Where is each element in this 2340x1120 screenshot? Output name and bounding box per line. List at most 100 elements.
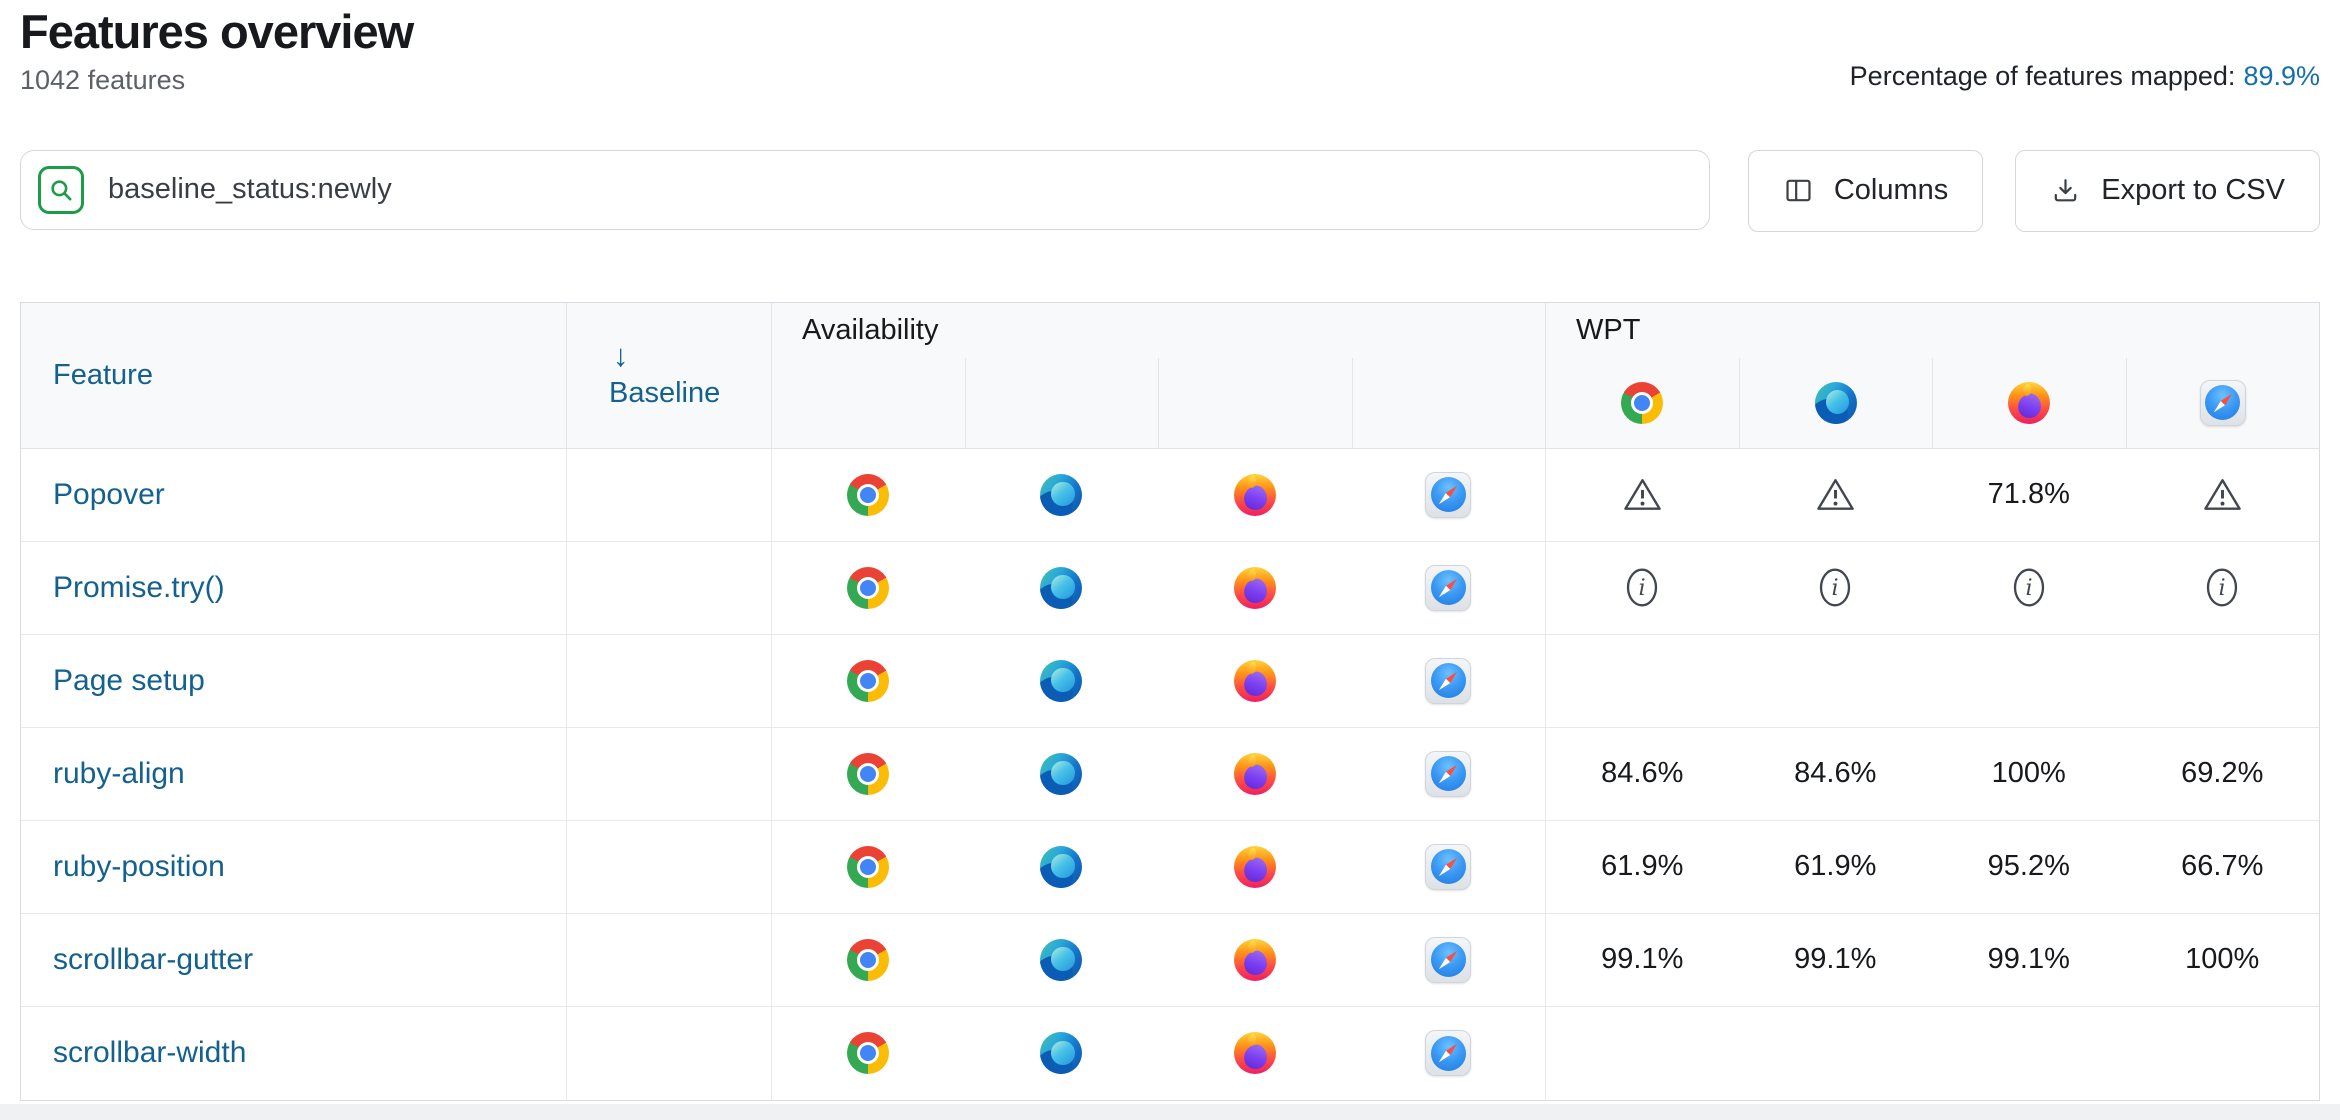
edge-icon bbox=[1040, 938, 1083, 981]
table-row: scrollbar-width bbox=[21, 1006, 2319, 1100]
availability-cell bbox=[1352, 1007, 1546, 1100]
feature-cell: Promise.try() bbox=[21, 542, 566, 634]
export-csv-button[interactable]: Export to CSV bbox=[2015, 149, 2320, 232]
availability-cell bbox=[1158, 821, 1352, 913]
baseline-status-cell bbox=[566, 727, 771, 820]
edge-icon bbox=[1040, 659, 1083, 702]
feature-link[interactable]: Promise.try() bbox=[53, 570, 225, 604]
feature-cell: Popover bbox=[21, 449, 566, 541]
firefox-icon bbox=[1233, 1032, 1276, 1075]
availability-cell bbox=[771, 541, 965, 634]
table-header: Feature ↓ Baseline Availability WPT bbox=[21, 302, 2319, 449]
wpt-cell: i bbox=[1932, 542, 2126, 634]
feature-cell: ruby-position bbox=[21, 821, 566, 913]
info-icon[interactable]: i bbox=[2204, 565, 2240, 610]
availability-subheader bbox=[1351, 357, 1546, 448]
chrome-icon bbox=[847, 845, 890, 888]
availability-subheader bbox=[771, 357, 965, 448]
availability-cell bbox=[1352, 821, 1546, 913]
availability-cell bbox=[1352, 449, 1546, 541]
search-box[interactable] bbox=[20, 149, 1710, 230]
chrome-icon bbox=[847, 752, 890, 795]
wpt-cell: 66.7% bbox=[2126, 821, 2320, 913]
wpt-cell bbox=[1739, 1007, 1933, 1100]
table-row: Promise.try() i i i i bbox=[21, 541, 2319, 635]
wpt-score: 84.6% bbox=[1794, 757, 1877, 790]
svg-text:i: i bbox=[2025, 575, 2032, 601]
availability-subheader bbox=[1158, 357, 1352, 448]
availability-cell bbox=[965, 914, 1159, 1006]
info-icon[interactable]: i bbox=[1624, 565, 1660, 610]
availability-cell bbox=[1158, 542, 1352, 634]
toolbar: Columns Export to CSV bbox=[20, 149, 2320, 232]
table-row: ruby-position 61.9% 61.9% 95.2% 66.7% bbox=[21, 820, 2320, 914]
table-row: ruby-align 84.6% 84.6% 100% 69.2% bbox=[21, 727, 2319, 821]
safari-icon bbox=[1425, 564, 1472, 611]
baseline-sort-link[interactable]: ↓ Baseline bbox=[609, 340, 720, 410]
feature-link[interactable]: scrollbar-gutter bbox=[53, 942, 254, 976]
mapped-value-link[interactable]: 89.9% bbox=[2243, 60, 2320, 91]
columns-icon bbox=[1783, 175, 1814, 206]
firefox-column-header bbox=[1932, 357, 2126, 448]
table-row: scrollbar-gutter 99.1% 99.1% 99.1% 100% bbox=[21, 913, 2319, 1007]
warning-icon[interactable] bbox=[1622, 475, 1663, 514]
availability-cell bbox=[1352, 542, 1546, 634]
availability-cell bbox=[1352, 635, 1546, 727]
safari-icon bbox=[1425, 471, 1472, 518]
availability-cell bbox=[965, 635, 1159, 727]
svg-text:i: i bbox=[1639, 575, 1646, 601]
features-table: Feature ↓ Baseline Availability WPT Popo… bbox=[20, 301, 2320, 1101]
availability-cell bbox=[771, 913, 965, 1006]
wpt-score: 100% bbox=[2185, 943, 2260, 976]
info-icon[interactable]: i bbox=[2011, 565, 2047, 610]
firefox-icon bbox=[1233, 566, 1276, 609]
edge-icon bbox=[1040, 752, 1083, 795]
feature-link[interactable]: Page setup bbox=[53, 663, 205, 697]
availability-cell bbox=[1158, 635, 1352, 727]
edge-icon bbox=[1040, 845, 1083, 888]
wpt-score: 99.1% bbox=[1601, 943, 1684, 976]
feature-cell: scrollbar-gutter bbox=[21, 914, 566, 1006]
wpt-cell bbox=[1932, 635, 2126, 727]
wpt-score: 61.9% bbox=[1794, 850, 1877, 883]
wpt-cell bbox=[1739, 635, 1933, 727]
wpt-cell: 84.6% bbox=[1739, 728, 1933, 820]
availability-cell bbox=[771, 727, 965, 820]
warning-icon[interactable] bbox=[2202, 475, 2243, 514]
chrome-icon bbox=[847, 473, 890, 516]
wpt-score: 84.6% bbox=[1601, 757, 1684, 790]
warning-icon[interactable] bbox=[1815, 475, 1856, 514]
search-input[interactable] bbox=[106, 172, 1692, 208]
wpt-cell: 71.8% bbox=[1932, 449, 2126, 541]
feature-link[interactable]: Popover bbox=[53, 477, 165, 511]
svg-text:i: i bbox=[2219, 575, 2226, 601]
columns-button[interactable]: Columns bbox=[1747, 149, 1984, 232]
feature-sort-link[interactable]: Feature bbox=[53, 358, 153, 391]
sort-descending-icon: ↓ bbox=[613, 338, 629, 374]
wpt-cell: 99.1% bbox=[1545, 913, 1739, 1006]
chrome-icon bbox=[1621, 381, 1664, 424]
svg-text:i: i bbox=[1832, 575, 1839, 601]
baseline-status-cell bbox=[566, 913, 771, 1006]
wpt-score: 99.1% bbox=[1987, 943, 2070, 976]
safari-icon bbox=[2199, 379, 2246, 426]
baseline-status-cell bbox=[566, 541, 771, 634]
firefox-icon bbox=[1233, 938, 1276, 981]
availability-cell bbox=[771, 820, 965, 913]
wpt-score: 71.8% bbox=[1987, 478, 2070, 511]
firefox-icon bbox=[1233, 473, 1276, 516]
chrome-column-header bbox=[1545, 357, 1739, 448]
feature-link[interactable]: scrollbar-width bbox=[53, 1036, 247, 1070]
mapped-label: Percentage of features mapped: bbox=[1849, 60, 2236, 91]
availability-cell bbox=[965, 542, 1159, 634]
info-icon[interactable]: i bbox=[1817, 565, 1853, 610]
edge-icon bbox=[1040, 1032, 1083, 1075]
wpt-cell: 100% bbox=[1932, 728, 2126, 820]
availability-cell bbox=[965, 449, 1159, 541]
wpt-cell bbox=[1545, 634, 1739, 727]
availability-subheader bbox=[964, 357, 1159, 448]
feature-link[interactable]: ruby-position bbox=[53, 849, 225, 883]
feature-link[interactable]: ruby-align bbox=[53, 756, 185, 790]
chrome-icon bbox=[847, 659, 890, 702]
